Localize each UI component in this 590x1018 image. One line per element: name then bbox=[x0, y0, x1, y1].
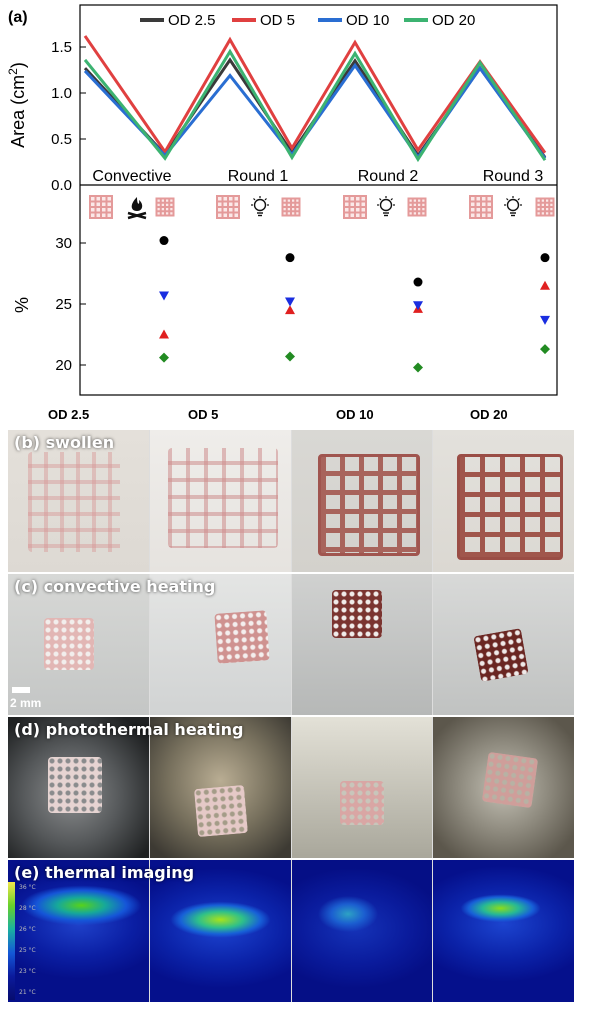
photo-convective-od-20 bbox=[433, 574, 574, 715]
legend-label: OD 20 bbox=[432, 12, 475, 29]
grid-icon bbox=[155, 197, 175, 217]
photo-convective-od-2-5 bbox=[8, 574, 150, 715]
marker-od-2-5 bbox=[540, 253, 550, 263]
thermal-image-od-20 bbox=[433, 860, 574, 1002]
round-label: Convective bbox=[92, 168, 171, 185]
grid-icon bbox=[535, 197, 555, 217]
colorbar-label: 23 °C bbox=[19, 968, 36, 975]
grid-sample bbox=[331, 590, 382, 638]
marker-od-20 bbox=[413, 362, 423, 373]
grid-sample bbox=[457, 454, 564, 560]
series-line-od-20 bbox=[83, 48, 547, 163]
grid-icon bbox=[407, 197, 427, 217]
thermal-image-od-5 bbox=[149, 860, 292, 1002]
round-label: Round 3 bbox=[483, 168, 544, 185]
marker-od-20 bbox=[285, 351, 295, 362]
panel-title: (e) thermal imaging bbox=[14, 863, 195, 882]
y-tick-label: 20 bbox=[55, 357, 72, 374]
marker-od-5 bbox=[285, 305, 295, 315]
panel-swollen: (b) swollen bbox=[8, 430, 574, 572]
grid-sample bbox=[28, 452, 120, 552]
round-label: Round 2 bbox=[358, 168, 419, 185]
legend-label: OD 10 bbox=[346, 12, 389, 29]
photo-photothermal-od-20 bbox=[433, 717, 574, 858]
panel-thermal-imaging: (e) thermal imaging 36 °C 28 °C 26 °C 25… bbox=[8, 860, 574, 1002]
grid-sample bbox=[317, 454, 420, 556]
series-line-od-5 bbox=[83, 35, 547, 155]
panel-photothermal-heating: (d) photothermal heating bbox=[8, 717, 574, 858]
fire-icon bbox=[127, 197, 147, 220]
y-tick-label: 1.5 bbox=[51, 39, 72, 56]
y-tick-label: 0.0 bbox=[51, 177, 72, 194]
panel-title: (d) photothermal heating bbox=[14, 720, 244, 739]
grid-sample bbox=[482, 751, 539, 809]
column-label: OD 10 bbox=[336, 407, 374, 422]
round-label: Round 1 bbox=[228, 168, 289, 185]
grid-sample bbox=[44, 618, 94, 670]
legend-label: OD 5 bbox=[260, 12, 295, 29]
grid-icon bbox=[343, 195, 367, 219]
panel-title: (c) convective heating bbox=[14, 577, 216, 596]
marker-od-10 bbox=[159, 291, 169, 301]
grid-sample bbox=[167, 448, 278, 548]
marker-od-20 bbox=[540, 344, 550, 355]
thermal-image-od-10 bbox=[291, 860, 434, 1002]
grid-sample bbox=[193, 784, 248, 838]
scale-bar-label: 2 mm bbox=[10, 696, 42, 710]
photo-convective-od-5 bbox=[149, 574, 292, 715]
colorbar bbox=[8, 882, 15, 1000]
marker-od-10 bbox=[285, 297, 295, 307]
y-axis-label-percent: % bbox=[12, 297, 32, 313]
grid-sample bbox=[473, 628, 529, 682]
marker-od-2-5 bbox=[413, 277, 423, 287]
marker-od-10 bbox=[413, 301, 423, 311]
photo-swollen-od-10 bbox=[291, 430, 434, 572]
marker-od-10 bbox=[540, 315, 550, 325]
grid-icon bbox=[216, 195, 240, 219]
grid-sample bbox=[339, 781, 384, 825]
panel-convective-heating: (c) convective heating bbox=[8, 574, 574, 715]
panel-title: (b) swollen bbox=[14, 433, 115, 452]
photo-photothermal-od-10 bbox=[291, 717, 434, 858]
panel-a-chart: (a) 0.0 0.5 1.0 1.5 Area (cm2) OD 2.5 OD 5 OD 10… bbox=[6, 4, 558, 396]
plot-frame bbox=[79, 4, 558, 396]
photo-photothermal-od-2-5 bbox=[8, 717, 150, 858]
scale-bar bbox=[12, 687, 30, 693]
y-axis-label-area: Area (cm2) bbox=[6, 62, 28, 148]
column-label: OD 20 bbox=[470, 407, 508, 422]
legend-label: OD 2.5 bbox=[168, 12, 216, 29]
marker-od-2-5 bbox=[159, 236, 169, 246]
colorbar-label: 28 °C bbox=[19, 905, 36, 912]
grid-sample bbox=[48, 757, 102, 813]
grid-sample bbox=[214, 610, 270, 664]
column-label: OD 2.5 bbox=[48, 407, 90, 422]
colorbar-label: 36 °C bbox=[19, 884, 36, 891]
y-tick-label: 0.5 bbox=[51, 131, 72, 148]
bulb-icon bbox=[377, 196, 395, 217]
colorbar-label: 25 °C bbox=[19, 947, 36, 954]
colorbar-label: 26 °C bbox=[19, 926, 36, 933]
panel-label: (a) bbox=[8, 9, 28, 26]
y-tick-label: 30 bbox=[55, 235, 72, 252]
grid-icon bbox=[281, 197, 301, 217]
grid-icon bbox=[469, 195, 493, 219]
column-label: OD 5 bbox=[188, 407, 219, 422]
photo-swollen-od-20 bbox=[433, 430, 574, 572]
colorbar-label: 21 °C bbox=[19, 989, 36, 996]
grid-icon bbox=[89, 195, 113, 219]
y-tick-label: 25 bbox=[55, 296, 72, 313]
marker-od-5 bbox=[159, 329, 169, 339]
bulb-icon bbox=[504, 196, 522, 217]
bulb-icon bbox=[251, 196, 269, 217]
y-tick-label: 1.0 bbox=[51, 85, 72, 102]
marker-od-20 bbox=[159, 352, 169, 363]
marker-od-5 bbox=[540, 280, 550, 290]
photo-swollen-od-5 bbox=[149, 430, 292, 572]
photo-swollen-od-2-5 bbox=[8, 430, 150, 572]
marker-od-2-5 bbox=[285, 253, 295, 263]
photo-photothermal-od-5 bbox=[149, 717, 292, 858]
thermal-image-od-2-5: 36 °C 28 °C 26 °C 25 °C 23 °C 21 °C bbox=[8, 860, 150, 1002]
photo-convective-od-10 bbox=[291, 574, 434, 715]
